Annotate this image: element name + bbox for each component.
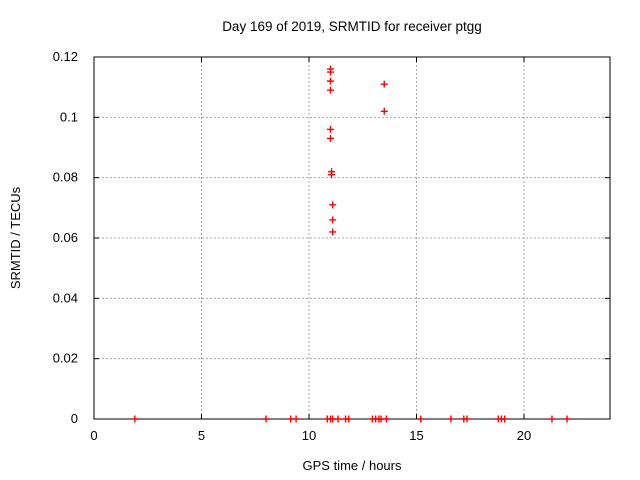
x-tick-label: 0 [90,428,97,443]
data-point [417,415,425,423]
data-point [327,86,334,94]
data-point [380,80,388,88]
data-point [292,415,300,423]
x-tick-label: 20 [517,428,531,443]
data-point [329,201,337,209]
data-point [327,134,334,142]
y-tick-label: 0.08 [53,170,78,185]
data-point [329,216,337,224]
data-point [329,228,337,236]
data-point [327,77,334,85]
y-tick-label: 0.02 [53,351,78,366]
x-tick-label: 5 [198,428,205,443]
y-tick-label: 0.1 [60,109,78,124]
x-tick-label: 10 [302,428,316,443]
data-point [463,415,471,423]
data-point [262,415,270,423]
y-tick-label: 0 [71,411,78,426]
data-point [563,415,571,423]
y-tick-label: 0.12 [53,49,78,64]
data-point [548,415,556,423]
y-axis-label: SRMTID / TECUs [8,186,23,289]
x-tick-label: 15 [409,428,423,443]
plot-frame: 0 5 10 15 20 0 0.02 0.04 0.06 0.08 0.1 0.12 [53,49,611,443]
data-point [382,415,390,423]
data-point [327,68,334,76]
data-point [328,171,336,179]
chart-title: Day 169 of 2019, SRMTID for receiver ptg… [222,19,482,34]
y-tick-label: 0.06 [53,230,78,245]
data-point [380,107,388,115]
data-point [131,415,139,423]
data-point [327,125,334,133]
data-point [501,415,509,423]
x-axis-label: GPS time / hours [303,458,402,473]
data-point [447,415,455,423]
data-point [345,415,353,423]
y-tick-label: 0.04 [53,290,78,305]
data-point [334,415,342,423]
